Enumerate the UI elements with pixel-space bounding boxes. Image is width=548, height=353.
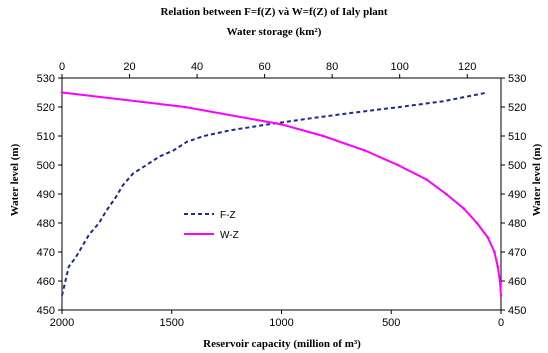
data-point-w-z: [183, 105, 187, 109]
x-tick-label-bottom: 1500: [160, 317, 184, 329]
data-point-w-z: [60, 91, 64, 94]
data-point-w-z: [444, 192, 448, 196]
y-tick-label-right: 510: [508, 131, 526, 143]
x-tick-label-bottom: 500: [382, 317, 400, 329]
top-axis-ticks: 0 20 40 60 80 100 120: [59, 61, 476, 78]
x-tick-label-bottom: 2000: [50, 317, 74, 329]
x-tick-label-top: 100: [391, 61, 409, 73]
y-tick-label-right: 520: [508, 102, 526, 114]
y-axis-right-label: Water level (m): [531, 143, 543, 216]
y-tick-label-right: 470: [508, 247, 526, 259]
y-tick-label-left: 470: [37, 247, 55, 259]
plot-area: [61, 77, 502, 311]
data-point-w-z: [462, 207, 465, 210]
bottom-axis-ticks: 2000 1500 1000 500 0: [50, 310, 504, 329]
x-tick-label-top: 0: [59, 61, 65, 73]
y-tick-label-right: 460: [508, 276, 526, 288]
chart-subtitle: Water storage (km²): [227, 26, 322, 38]
y-tick-label-left: 450: [37, 305, 55, 317]
y-tick-label-left: 500: [37, 160, 55, 172]
y-tick-label-right: 500: [508, 160, 526, 172]
x-tick-label-top: 40: [191, 61, 203, 73]
series-layer: [60, 91, 503, 297]
data-point-w-z: [499, 294, 503, 297]
data-point-w-z: [396, 163, 400, 167]
data-point-w-z: [280, 123, 283, 126]
y-tick-label-left: 490: [37, 189, 55, 201]
legend-box: [179, 203, 261, 245]
legend-label-f-z: F-Z: [220, 210, 236, 221]
y-tick-label-right: 490: [508, 189, 526, 201]
y-tick-label-right: 480: [508, 218, 526, 230]
right-axis-ticks: 450 460 470 480 490 500 510 520 530: [501, 73, 526, 317]
y-tick-label-left: 460: [37, 276, 55, 288]
data-point-w-z: [425, 178, 428, 181]
legend-label-w-z: W-Z: [220, 230, 239, 241]
x-tick-label-top: 20: [123, 61, 135, 73]
y-axis-left-label: Water level (m): [9, 143, 21, 216]
left-axis-ticks: 450 460 470 480 490 500 510 520 530: [37, 73, 62, 317]
data-point-w-z: [475, 221, 479, 225]
x-tick-label-top: 60: [258, 61, 270, 73]
y-tick-label-left: 480: [37, 218, 55, 230]
data-point-w-z: [363, 149, 367, 152]
data-point-w-z: [486, 236, 490, 239]
chart-title: Relation between F=f(Z) và W=f(Z) of Ial…: [160, 6, 387, 18]
y-tick-label-left: 530: [37, 73, 55, 85]
data-point-w-z: [493, 250, 496, 254]
y-tick-label-left: 520: [37, 102, 55, 114]
x-tick-label-top: 80: [326, 61, 338, 73]
x-tick-label-top: 120: [458, 61, 476, 73]
y-tick-label-right: 450: [508, 305, 526, 317]
data-point-w-z: [321, 134, 325, 138]
x-tick-label-bottom: 0: [498, 317, 504, 329]
x-axis-bottom-label: Reservoir capacity (million of m³): [203, 338, 361, 350]
data-point-w-z: [496, 265, 500, 268]
series-line-f-z: [61, 91, 488, 296]
legend: F-Z W-Z: [179, 203, 261, 245]
y-tick-label-right: 530: [508, 73, 526, 85]
y-tick-label-left: 510: [37, 131, 55, 143]
data-point-w-z: [498, 279, 502, 283]
x-tick-label-bottom: 1000: [269, 317, 293, 329]
